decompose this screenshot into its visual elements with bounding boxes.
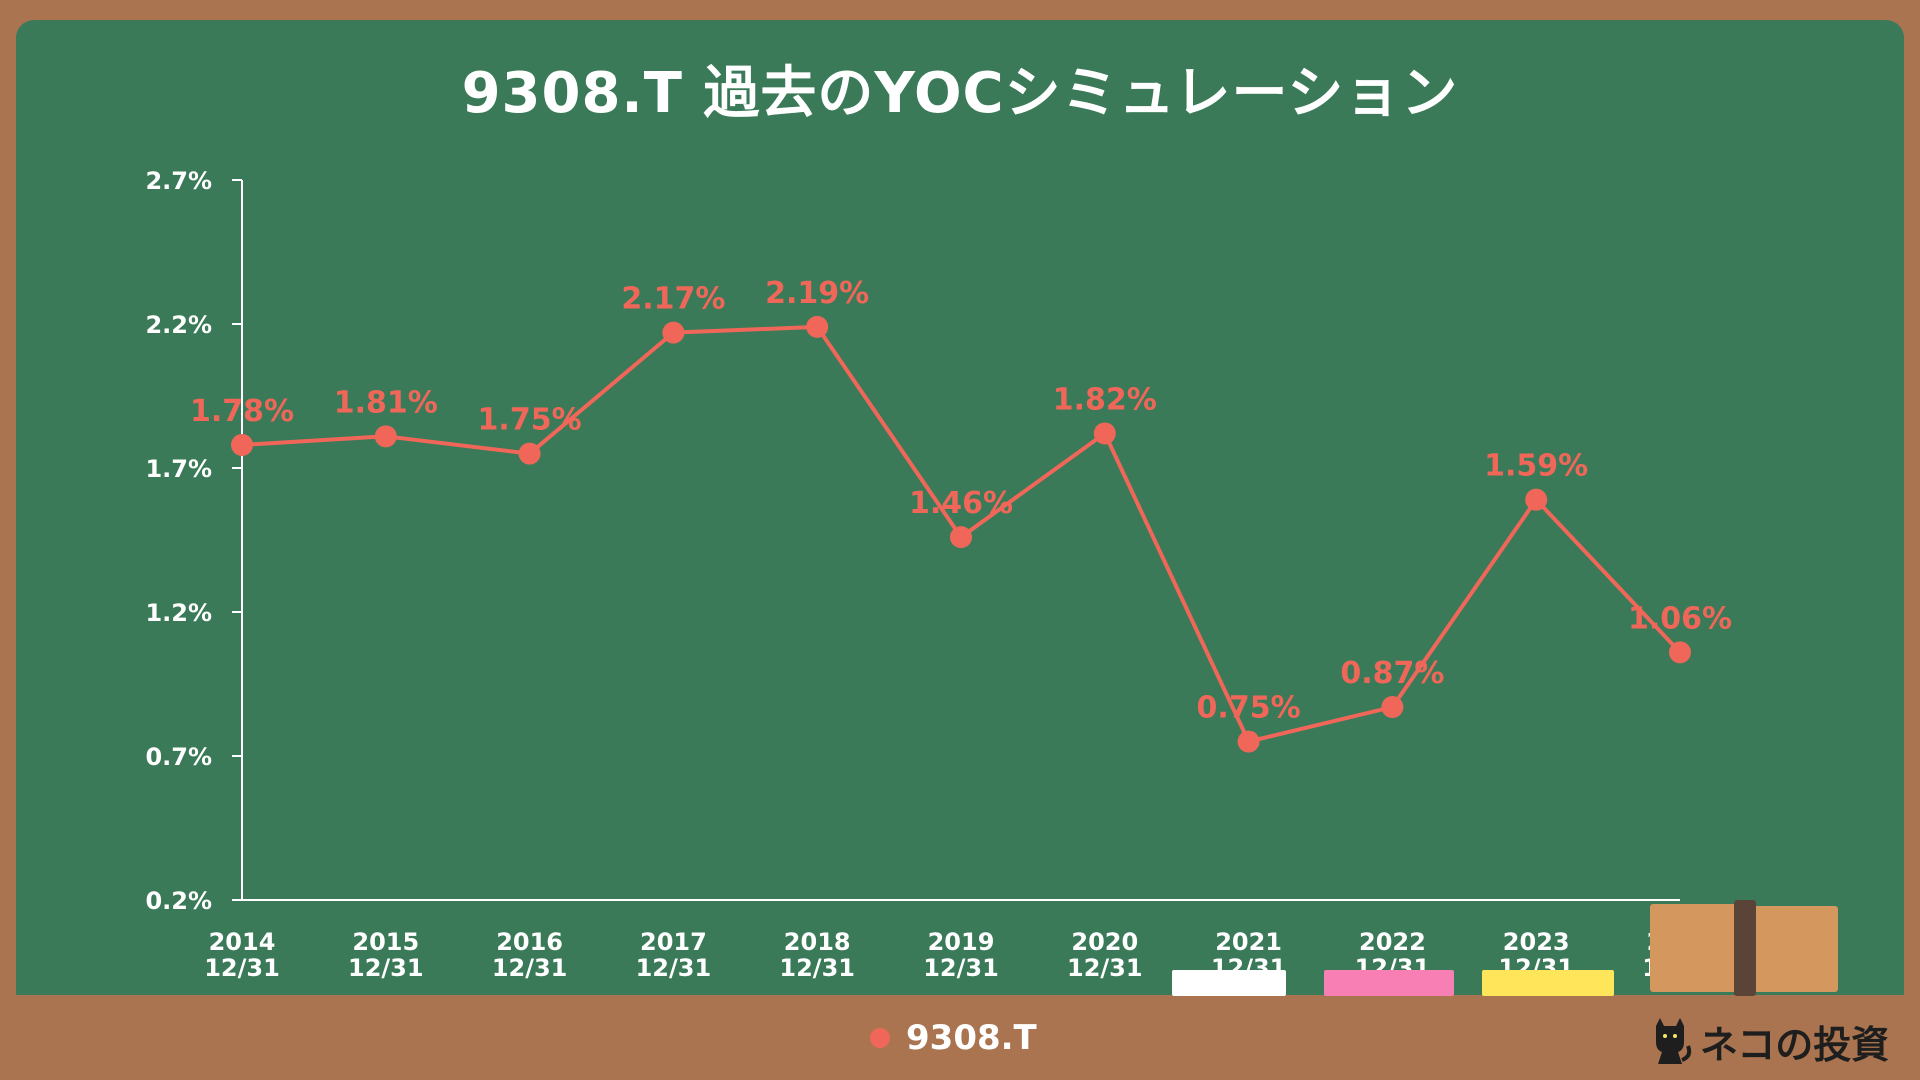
data-point[interactable] (1093, 422, 1116, 445)
data-label: 1.59% (1484, 449, 1588, 484)
legend-marker (870, 1028, 890, 1048)
brand-text: ネコの投資 (1700, 1022, 1890, 1067)
x-tick-label: 2015 12/31 (348, 928, 424, 982)
data-point[interactable] (1237, 730, 1260, 753)
data-label: 1.46% (909, 486, 1013, 521)
data-label: 1.81% (334, 385, 438, 420)
y-tick-label: 2.2% (145, 311, 212, 339)
data-label: 1.78% (190, 394, 294, 429)
data-label: 2.19% (765, 276, 869, 311)
y-tick-label: 2.7% (145, 167, 212, 195)
data-point[interactable] (662, 321, 685, 344)
data-point[interactable] (1669, 641, 1691, 664)
data-point[interactable] (231, 433, 253, 456)
x-tick-label: 2014 12/31 (204, 928, 280, 982)
x-tick-label: 2018 12/31 (779, 928, 855, 982)
white-chalk (1172, 970, 1286, 996)
data-point[interactable] (374, 425, 397, 448)
y-tick-label: 0.7% (145, 743, 212, 771)
data-label: 1.75% (478, 403, 582, 438)
y-tick-label: 1.2% (145, 599, 212, 627)
chalkboard (16, 20, 1904, 995)
eraser-icon (1650, 900, 1840, 996)
data-point[interactable] (950, 526, 972, 549)
data-label: 1.06% (1628, 601, 1732, 636)
data-point[interactable] (1381, 696, 1404, 719)
yellow-chalk (1482, 970, 1614, 996)
data-label: 0.87% (1340, 656, 1444, 691)
chart-title: 9308.T 過去のYOCシミュレーション (461, 61, 1459, 126)
data-point[interactable] (1525, 488, 1548, 511)
x-tick-label: 2020 12/31 (1067, 928, 1143, 982)
legend-label: 9308.T (906, 1018, 1037, 1058)
data-label: 1.82% (1053, 382, 1157, 417)
data-label: 2.17% (621, 282, 725, 317)
data-point[interactable] (518, 442, 541, 465)
y-tick-label: 1.7% (145, 455, 212, 483)
x-tick-label: 2016 12/31 (492, 928, 568, 982)
brand-logo: ネコの投資 (1648, 1016, 1890, 1067)
x-tick-label: 2017 12/31 (636, 928, 712, 982)
data-point[interactable] (806, 315, 829, 338)
y-tick-label: 0.2% (145, 887, 212, 915)
pink-chalk (1324, 970, 1454, 996)
x-tick-label: 2019 12/31 (923, 928, 999, 982)
legend[interactable]: 9308.T (870, 1018, 1037, 1058)
cat-icon (1656, 1018, 1692, 1064)
data-label: 0.75% (1197, 691, 1301, 726)
